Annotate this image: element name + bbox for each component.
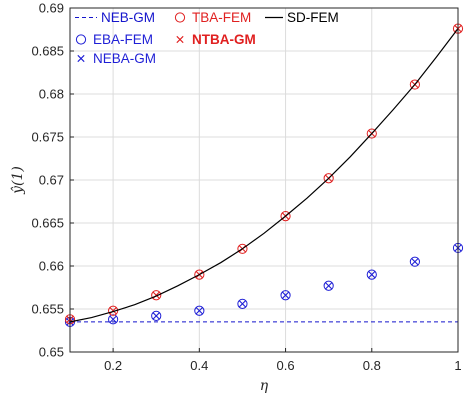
data-point (281, 291, 290, 299)
data-point (195, 307, 203, 315)
ticks: 0.2 0.4 0.6 0.8 1 0.65 0.655 0.66 0.665 0.67 0.675… (31, 1, 461, 374)
data-point (109, 307, 117, 315)
data-point (368, 271, 376, 279)
legend-label: EBA-FEM (93, 32, 153, 47)
legend-entry-sd-fem: SD-FEM (265, 10, 339, 25)
data-point (151, 290, 162, 301)
data-point (280, 290, 291, 301)
legend-label: SD-FEM (287, 10, 339, 25)
series-tba-fem (64, 23, 464, 325)
data-point (323, 280, 334, 291)
data-point (323, 173, 334, 184)
legend-marker (77, 54, 85, 63)
legend-marker (75, 34, 87, 45)
legend-marker (176, 35, 184, 44)
data-point (152, 312, 160, 320)
x-tick-label: 0.2 (104, 358, 122, 373)
legend-entry-tba-fem: TBA-FEM (174, 10, 251, 25)
data-point (238, 300, 247, 308)
legend-label: NEBA-GM (93, 51, 156, 66)
data-point (194, 269, 205, 280)
data-point (411, 258, 419, 266)
legend: NEB-GM TBA-FEM SD-FEM EBA-FEM NTBA-GM NEBA-GM (75, 10, 339, 66)
data-point (409, 79, 420, 90)
y-tick-label: 0.69 (39, 1, 64, 16)
x-tick-label: 1 (454, 358, 461, 373)
series-ntba-gm (66, 25, 462, 323)
y-tick-label: 0.685 (31, 44, 64, 59)
data-point (194, 305, 205, 316)
legend-entry-eba-fem: EBA-FEM (75, 32, 153, 47)
data-point (237, 243, 248, 254)
data-point (109, 315, 117, 323)
series-layer (64, 23, 464, 327)
data-point (280, 211, 291, 222)
data-point (409, 256, 420, 267)
data-point (237, 298, 248, 309)
series-line-sd-fem (69, 28, 459, 323)
x-tick-label: 0.8 (363, 358, 381, 373)
legend-label: TBA-FEM (192, 10, 251, 25)
legend-label: NEB-GM (101, 10, 155, 25)
y-tick-label: 0.67 (39, 173, 64, 188)
x-tick-label: 0.6 (277, 358, 295, 373)
legend-entry-neb-gm: NEB-GM (75, 10, 155, 25)
legend-marker (174, 12, 186, 23)
legend-label: NTBA-GM (192, 32, 256, 47)
data-point (366, 128, 377, 139)
y-tick-label: 0.68 (39, 87, 64, 102)
y-tick-label: 0.65 (39, 345, 64, 360)
y-tick-label: 0.66 (39, 259, 64, 274)
data-point (325, 282, 333, 290)
x-axis-label: η (260, 378, 269, 394)
data-point (151, 310, 162, 321)
series-neba-gm (66, 244, 462, 326)
x-tick-label: 0.4 (190, 358, 208, 373)
series-eba-fem (64, 242, 464, 327)
y-tick-label: 0.675 (31, 130, 64, 145)
y-axis-label: ŷ(1) (9, 166, 26, 195)
y-tick-label: 0.655 (31, 302, 64, 317)
y-tick-label: 0.665 (31, 216, 64, 231)
series-sd-fem (69, 28, 459, 323)
data-point (366, 269, 377, 280)
data-point (108, 314, 119, 325)
legend-entry-neba-gm: NEBA-GM (77, 51, 156, 66)
legend-entry-ntba-gm: NTBA-GM (176, 32, 256, 47)
